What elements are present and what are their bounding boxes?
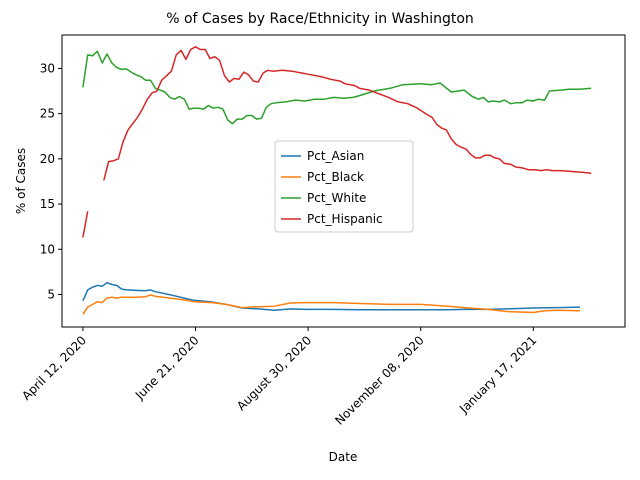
y-tick-label: 15 — [40, 197, 55, 211]
chart-title: % of Cases by Race/Ethnicity in Washingt… — [166, 11, 474, 27]
x-tick-label: January 17, 2021 — [456, 333, 539, 416]
y-axis: 5 10 15 20 25 30 — [40, 61, 62, 301]
x-tick-label: August 30, 2020 — [234, 333, 314, 413]
series-line — [82, 281, 581, 312]
y-tick-label: 30 — [40, 61, 55, 75]
x-tick-label: April 12, 2020 — [19, 333, 89, 403]
series-pct-black — [82, 294, 581, 315]
series-line — [82, 211, 89, 238]
legend-label: Pct_Asian — [307, 149, 364, 163]
y-axis-label: % of Cases — [14, 148, 28, 214]
x-tick-label: June 21, 2020 — [132, 333, 202, 403]
series-pct-asian — [82, 281, 581, 312]
x-tick-label: November 08, 2020 — [332, 333, 427, 428]
series-line — [103, 46, 592, 181]
legend-label: Pct_Black — [307, 170, 364, 184]
x-axis-label: Date — [329, 450, 358, 464]
legend-label: Pct_Hispanic — [307, 212, 383, 226]
x-axis: April 12, 2020 June 21, 2020 August 30, 20… — [19, 327, 539, 428]
y-tick-label: 20 — [40, 152, 55, 166]
legend-label: Pct_White — [307, 191, 366, 205]
plot-lines — [82, 46, 592, 315]
y-tick-label: 5 — [47, 287, 55, 301]
y-tick-label: 10 — [40, 242, 55, 256]
series-line — [82, 294, 581, 315]
legend: Pct_Asian Pct_Black Pct_White Pct_Hispanic — [274, 140, 414, 233]
series-pct-hispanic — [82, 46, 592, 238]
legend-box — [274, 140, 414, 233]
series-pct-white — [82, 50, 592, 125]
plot-frame — [61, 34, 626, 328]
y-tick-label: 25 — [40, 107, 55, 121]
series-line — [82, 50, 592, 125]
